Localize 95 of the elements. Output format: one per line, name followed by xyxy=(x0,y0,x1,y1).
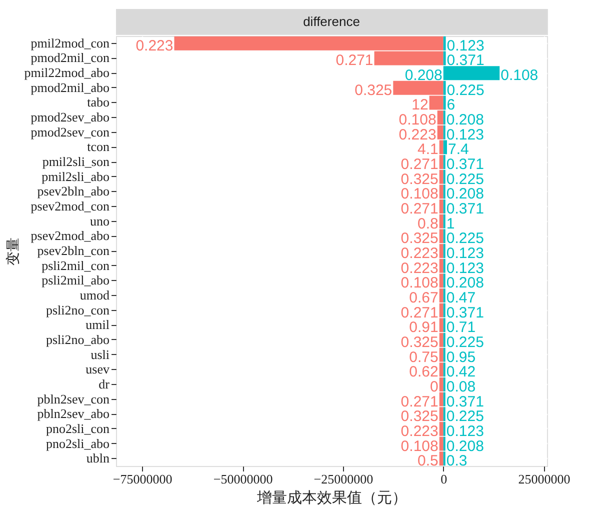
y-tick-label: pmil22mod_abo xyxy=(24,65,110,80)
annotation: 0.223 xyxy=(398,126,436,144)
annotation: 0.75 xyxy=(409,348,438,366)
y-tick-label: ubln xyxy=(86,450,110,466)
y-tick-label: pno2sli_abo xyxy=(46,436,110,451)
annotation: 0.8 xyxy=(417,215,438,232)
y-tick-label: usli xyxy=(90,346,110,362)
chart-title: difference xyxy=(303,14,360,29)
annotation: 0.47 xyxy=(446,289,476,306)
annotation: 0.325 xyxy=(400,170,438,188)
annotation: 0.271 xyxy=(400,393,438,410)
y-tick-label: psev2mod_abo xyxy=(30,228,110,244)
y-tick-label: dr xyxy=(98,376,110,392)
annotation: 0.325 xyxy=(400,334,438,351)
annotation: 4.1 xyxy=(417,141,438,158)
annotation: 0.208 xyxy=(446,274,484,292)
y-tick-label: pmil2sli_son xyxy=(42,154,110,170)
annotation: 0.67 xyxy=(409,289,438,306)
annotation: 0.325 xyxy=(354,82,392,99)
annotation: 0.123 xyxy=(446,126,484,144)
annotation: 0.108 xyxy=(400,438,438,455)
annotation: 0.371 xyxy=(446,156,484,174)
annotation: 0.271 xyxy=(400,304,438,322)
y-tick-label: pmod2sev_con xyxy=(30,124,110,140)
annotation: 0.42 xyxy=(446,364,476,381)
annotation: 7.4 xyxy=(448,141,469,158)
x-tick-label: 0 xyxy=(440,472,448,486)
annotation: 0.223 xyxy=(400,422,438,440)
y-tick-label: tabo xyxy=(87,94,110,110)
x-tick-label: −50000000 xyxy=(213,472,273,486)
x-tick-label: −25000000 xyxy=(314,472,374,486)
annotation: 0.225 xyxy=(446,408,484,426)
annotation: 0.223 xyxy=(136,37,174,54)
y-tick-label: pmod2mil_abo xyxy=(30,80,110,95)
y-axis-title: 变量 xyxy=(5,238,22,266)
annotation: 0.108 xyxy=(398,112,436,129)
annotation: 0.108 xyxy=(500,67,538,84)
annotation: 0.91 xyxy=(409,319,438,336)
annotation: 0.108 xyxy=(400,186,438,203)
y-tick-label: psli2no_abo xyxy=(46,332,110,347)
y-tick-label: psev2bln_con xyxy=(37,243,110,258)
annotation: 0 xyxy=(430,378,438,396)
y-tick-label: usev xyxy=(86,362,110,377)
annotation: 0.271 xyxy=(400,200,438,218)
annotation: 0.371 xyxy=(446,52,484,70)
annotation: 0.108 xyxy=(400,274,438,292)
annotation: 0.62 xyxy=(409,364,438,381)
y-tick-label: psev2bln_abo xyxy=(37,184,110,199)
annotation: 0.08 xyxy=(446,378,476,396)
y-tick-label: umod xyxy=(80,287,110,302)
annotation: 0.208 xyxy=(446,438,484,455)
annotation: 0.225 xyxy=(446,334,484,351)
annotation: 0.271 xyxy=(336,52,374,70)
x-tick-label: −75000000 xyxy=(112,472,172,486)
annotation: 0.3 xyxy=(446,452,468,470)
y-tick-label: pmil2sli_abo xyxy=(42,168,110,184)
annotation: 0.225 xyxy=(446,170,484,188)
annotation: 1 xyxy=(446,215,455,232)
y-tick-label: psli2mil_abo xyxy=(42,272,110,288)
annotation: 0.5 xyxy=(417,452,438,470)
annotation: 0.371 xyxy=(446,393,484,410)
y-tick-label: pbln2sev_con xyxy=(37,391,110,406)
annotation: 0.325 xyxy=(400,230,438,248)
annotation: 0.208 xyxy=(446,186,484,203)
y-tick-label: pmil2mod_con xyxy=(30,35,110,50)
annotation: 0.223 xyxy=(400,260,438,277)
annotation: 0.123 xyxy=(446,260,484,277)
annotation: 0.371 xyxy=(446,304,484,322)
annotation: 0.95 xyxy=(446,348,476,366)
annotation: 0.325 xyxy=(400,408,438,426)
y-tick-label: psli2mil_con xyxy=(42,258,110,273)
annotation: 0.271 xyxy=(400,156,438,174)
y-tick-label: psli2no_con xyxy=(46,302,110,318)
annotation: 0.71 xyxy=(446,319,476,336)
annotation: 0.123 xyxy=(446,422,484,440)
annotation: 0.223 xyxy=(400,245,438,262)
y-tick-label: pno2sli_con xyxy=(46,420,110,436)
y-tick-label: tcon xyxy=(87,139,110,154)
annotation: 0.208 xyxy=(404,67,442,84)
annotation: 12 xyxy=(412,96,428,114)
x-axis-title: 增量成本效果值（元） xyxy=(256,490,407,506)
annotation: 0.123 xyxy=(446,245,484,262)
annotation: 0.208 xyxy=(446,112,484,129)
y-tick-label: uno xyxy=(90,213,110,228)
x-tick-label: 25000000 xyxy=(518,472,570,486)
y-tick-label: umil xyxy=(86,317,110,332)
y-tick-label: pmod2sev_abo xyxy=(30,110,110,125)
annotation: 0.371 xyxy=(446,200,484,218)
y-tick-label: pmod2mil_con xyxy=(30,50,110,66)
y-tick-label: psev2mod_con xyxy=(30,198,110,214)
annotation: 6 xyxy=(446,96,456,114)
y-tick-label: pbln2sev_abo xyxy=(37,406,110,422)
annotation: 0.225 xyxy=(446,230,484,248)
annotation: 0.123 xyxy=(446,37,484,54)
annotation: 0.225 xyxy=(446,82,484,99)
